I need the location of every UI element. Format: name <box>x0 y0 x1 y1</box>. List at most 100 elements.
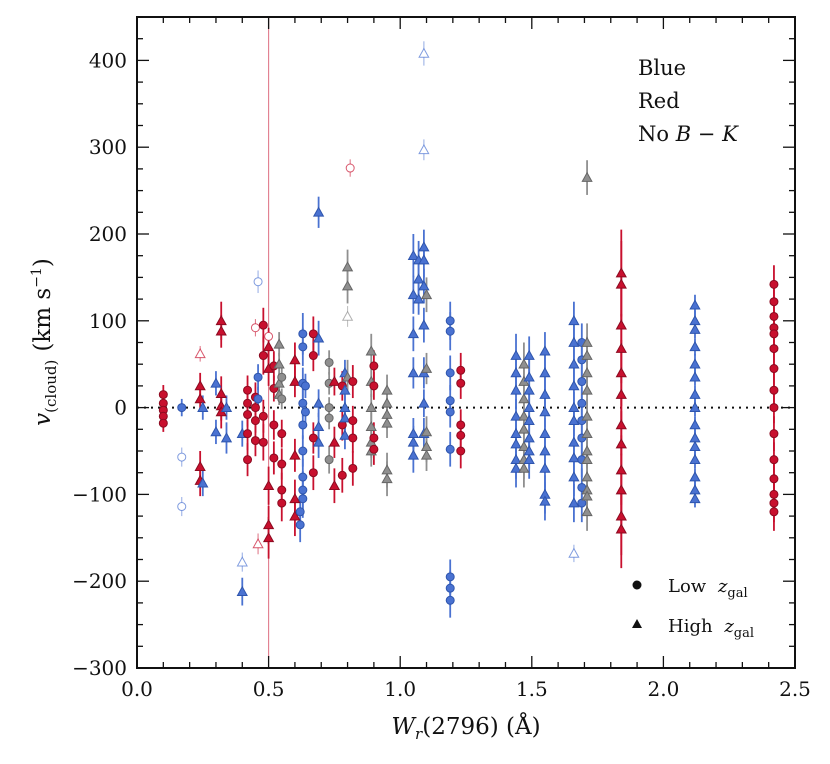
data-point-circle <box>445 316 455 326</box>
data-point-circle <box>253 372 263 382</box>
data-point-triangle <box>518 410 530 421</box>
data-point-triangle <box>539 406 551 417</box>
data-point-circle <box>295 520 305 530</box>
data-point-circle <box>158 390 168 400</box>
data-point-triangle <box>420 288 433 300</box>
data-point-triangle <box>339 429 351 440</box>
data-point-triangle <box>418 397 430 408</box>
data-point-triangle <box>252 538 264 549</box>
x-axis-label-sub: r <box>415 725 423 743</box>
data-point-circle <box>300 381 310 391</box>
data-point-triangle <box>328 436 341 447</box>
data-point-triangle <box>341 261 354 272</box>
data-point-circle <box>456 430 466 440</box>
data-point-triangle <box>689 440 701 451</box>
data-point-triangle <box>568 401 580 412</box>
y-tick-label: −300 <box>72 656 127 680</box>
data-point-triangle <box>197 477 209 488</box>
data-point-circle <box>445 368 455 378</box>
data-point-circle <box>277 394 287 404</box>
x-tick-label: 0.0 <box>121 677 153 701</box>
y-tick-label: 100 <box>89 309 127 333</box>
data-point-triangle <box>615 342 627 353</box>
data-point-triangle <box>210 377 222 388</box>
data-point-triangle <box>615 419 627 430</box>
data-point-triangle <box>518 462 530 473</box>
data-point-triangle <box>615 267 627 278</box>
data-point-triangle <box>689 401 701 412</box>
data-point-circle <box>250 436 260 446</box>
data-point-triangle <box>581 171 593 182</box>
data-point-triangle <box>539 367 551 378</box>
data-point-circle <box>253 277 263 287</box>
data-point-triangle <box>523 432 535 443</box>
data-point-circle <box>324 455 334 465</box>
data-point-triangle <box>236 585 248 596</box>
data-point-triangle <box>215 314 227 326</box>
data-point-circle <box>445 572 455 582</box>
data-point-triangle <box>365 345 377 356</box>
data-point-triangle <box>420 426 433 437</box>
y-axis-label: v(cloud) (km s−1) <box>29 258 60 426</box>
marker-legend: Low zgal High zgal <box>632 576 754 641</box>
data-point-triangle <box>215 325 227 336</box>
x-tick-label: 2.5 <box>779 677 811 701</box>
data-point-circle <box>277 498 287 508</box>
data-point-circle <box>243 398 253 408</box>
data-point-triangle <box>689 341 701 352</box>
data-point-triangle <box>262 518 275 530</box>
x-tick-label: 0.5 <box>253 677 285 701</box>
data-point-triangle <box>341 280 354 291</box>
data-point-triangle <box>418 319 430 330</box>
data-point-triangle <box>328 479 341 491</box>
data-point-circle <box>324 357 334 367</box>
data-point-circle <box>348 416 358 426</box>
data-point-triangle <box>407 327 420 339</box>
data-point-triangle <box>510 427 522 438</box>
data-point-triangle <box>407 449 420 460</box>
y-tick-label: 200 <box>89 222 127 246</box>
data-point-circle <box>243 429 253 439</box>
data-point-triangle <box>262 531 275 543</box>
data-point-triangle <box>539 445 551 456</box>
data-point-triangle <box>381 464 393 475</box>
data-point-circle <box>258 320 268 330</box>
data-point-circle <box>253 394 263 404</box>
data-point-triangle <box>412 273 425 284</box>
data-point-circle <box>264 331 274 341</box>
data-point-triangle <box>615 523 627 534</box>
data-point-triangle <box>568 414 580 425</box>
data-point-triangle <box>365 420 377 432</box>
legend-entry-red: Red <box>638 89 680 113</box>
data-point-triangle <box>341 310 354 321</box>
data-point-circle <box>769 344 779 354</box>
data-point-triangle <box>689 492 701 504</box>
data-point-triangle <box>523 414 535 425</box>
error-bar-layer <box>162 17 775 658</box>
data-point-circle <box>369 433 379 443</box>
data-point-circle <box>243 410 253 420</box>
data-point-circle <box>445 595 455 605</box>
data-point-triangle <box>518 423 530 434</box>
data-point-circle <box>769 385 779 395</box>
data-point-circle <box>258 437 268 447</box>
data-point-circle <box>308 433 318 443</box>
data-point-triangle <box>523 349 535 360</box>
data-point-circle <box>769 403 779 413</box>
data-point-circle <box>456 420 466 430</box>
y-axis-label-sub: (cloud) <box>42 360 60 413</box>
data-point-triangle <box>689 388 701 399</box>
data-point-circle <box>295 507 305 517</box>
data-point-circle <box>269 453 279 463</box>
data-point-triangle <box>220 401 233 412</box>
legend-high-text: High <box>668 616 713 637</box>
data-point-triangle <box>581 367 593 378</box>
data-point-triangle <box>581 490 593 501</box>
y-tick-label: −100 <box>72 482 127 506</box>
data-point-triangle <box>273 338 285 349</box>
data-point-circle <box>324 413 334 423</box>
data-point-triangle <box>197 401 209 412</box>
data-point-triangle <box>518 358 530 369</box>
data-point-circle <box>308 351 318 361</box>
